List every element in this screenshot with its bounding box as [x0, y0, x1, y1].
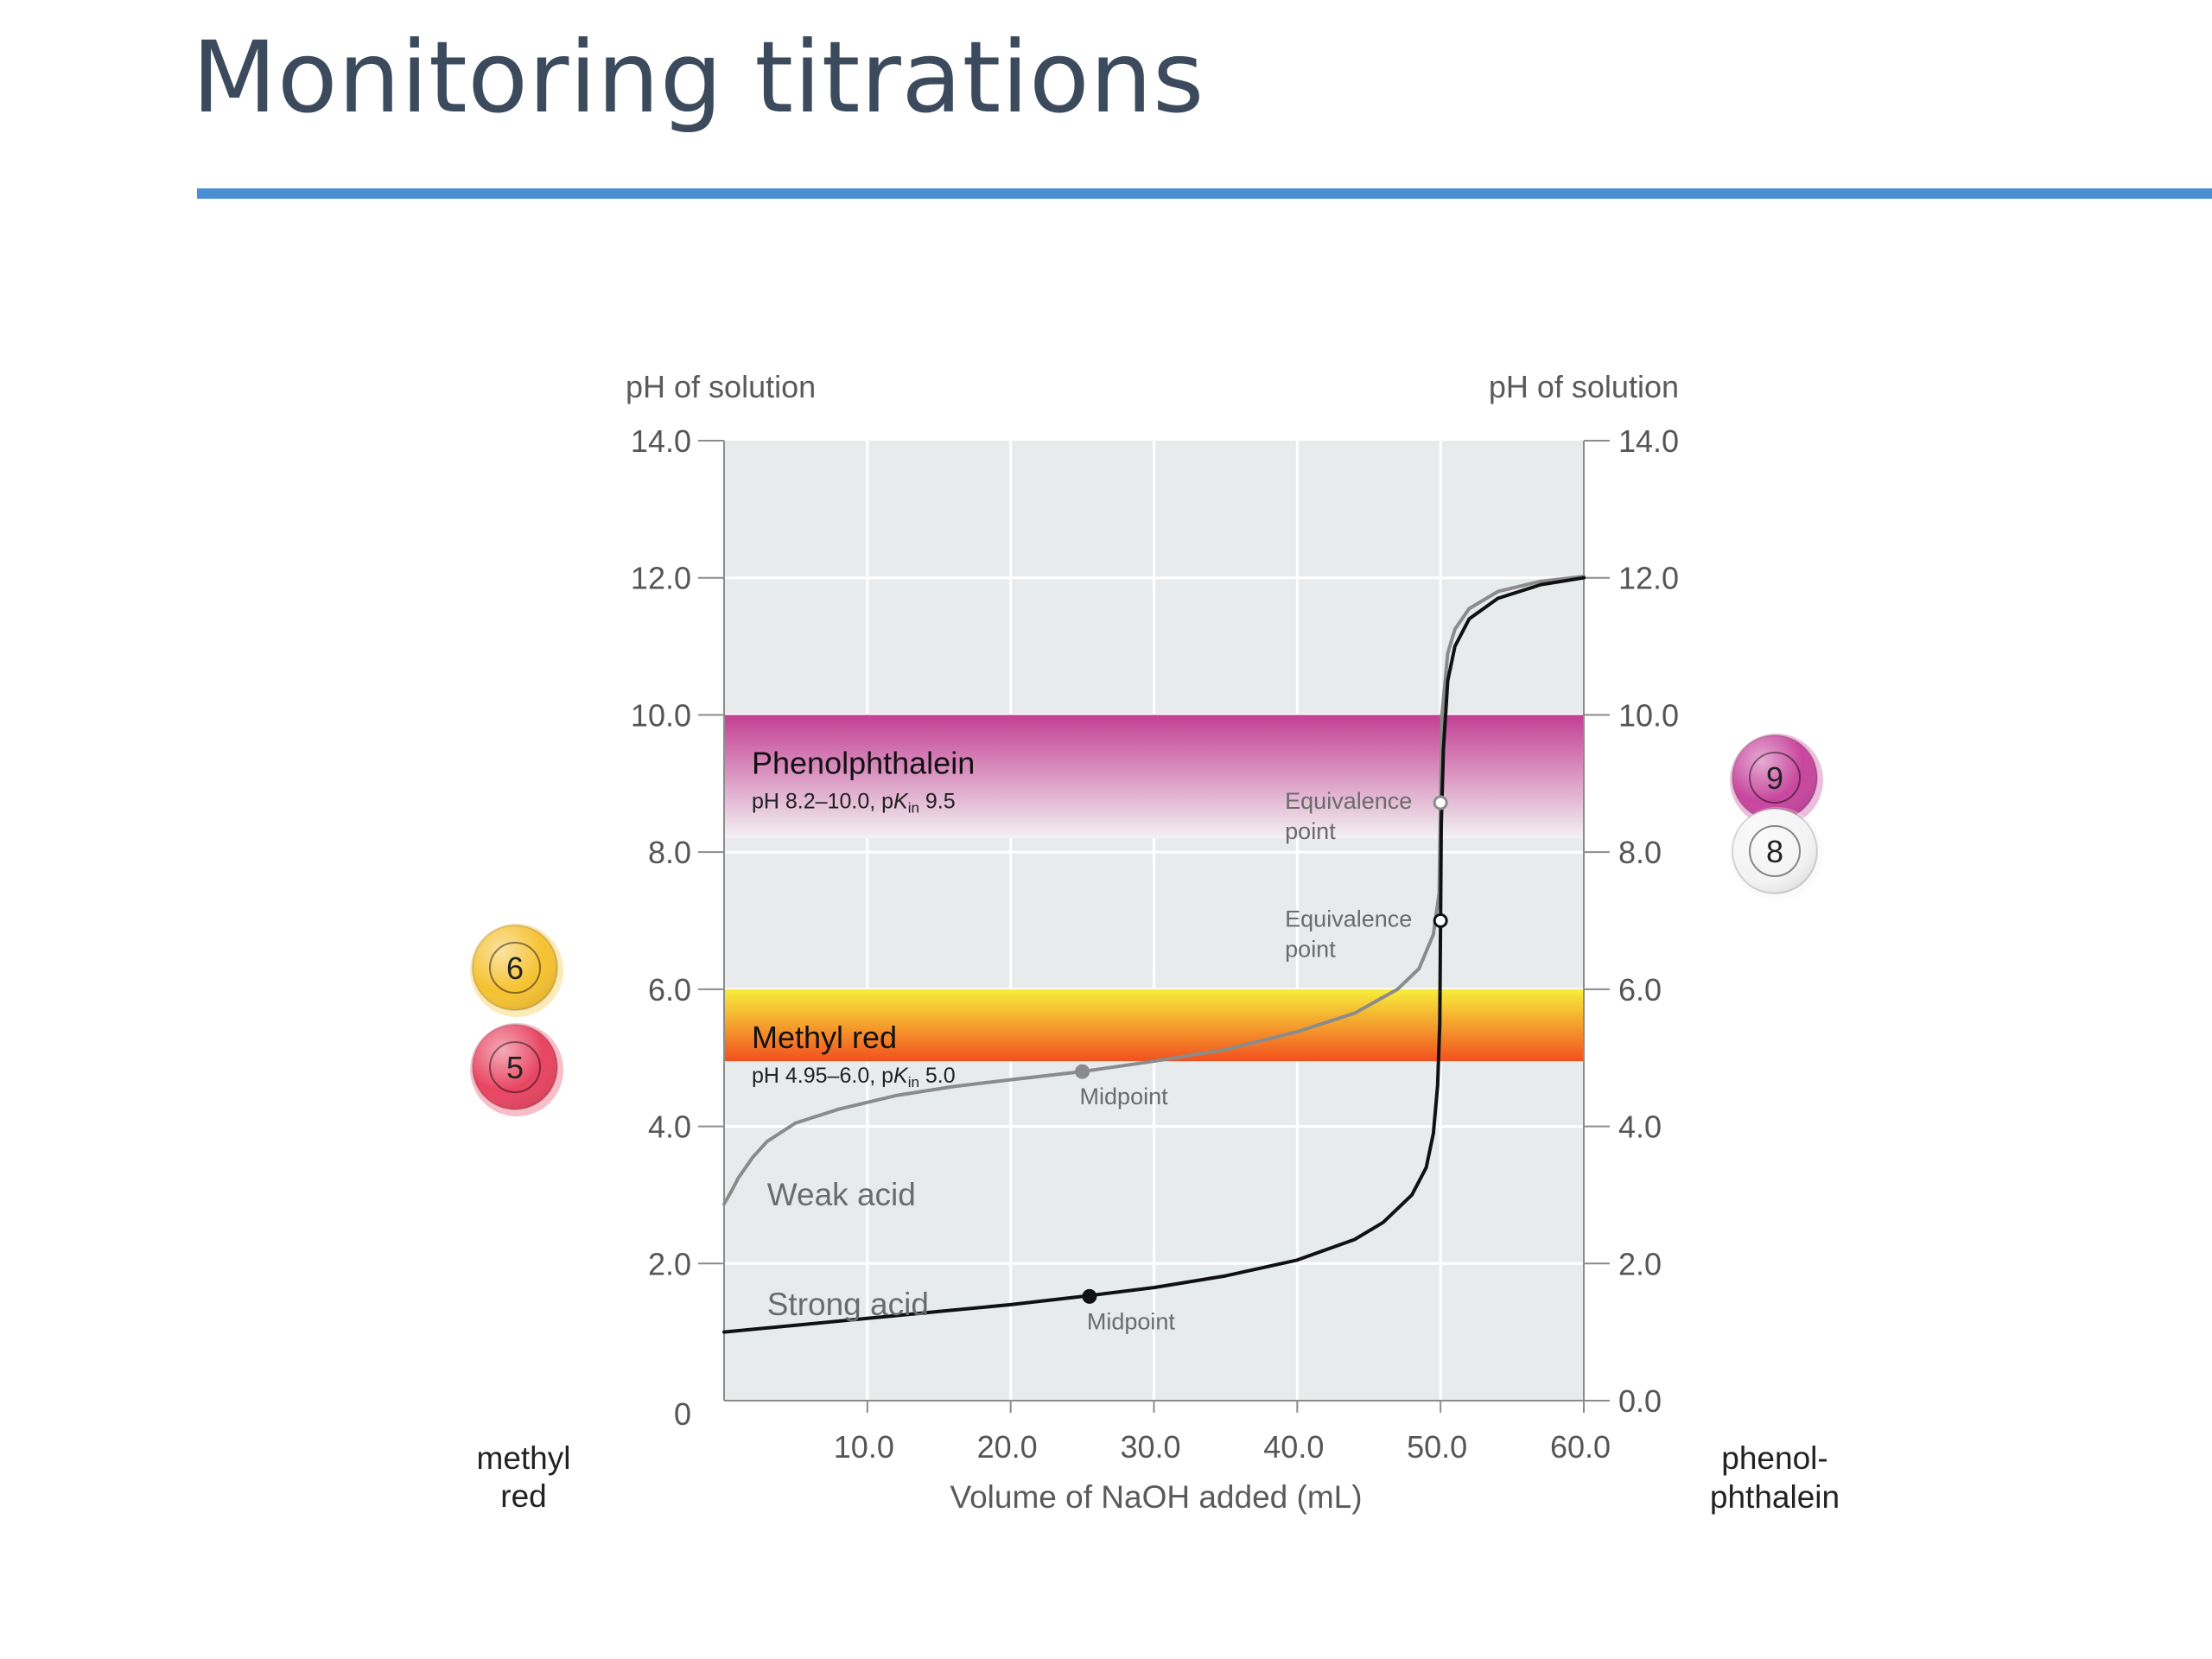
y-tick-label-left-8: 8.0	[648, 835, 691, 870]
phenolphthalein-marker-text-8: 8	[1766, 834, 1783, 869]
curve-labels: Weak acid Strong acid	[767, 1177, 929, 1322]
point-label-2-line-0: Midpoint	[1087, 1308, 1176, 1334]
y-tick-label-left-12: 12.0	[631, 561, 691, 596]
band-range-methyl-red: pH 4.95–6.0, pKin 5.0	[752, 1064, 956, 1090]
y-tick-label-right-14: 14.0	[1618, 423, 1679, 459]
point-label-1-line-0: Equivalence	[1285, 788, 1412, 814]
y-tick-label-left-10: 10.0	[631, 697, 691, 733]
point-label-0-line-0: Midpoint	[1080, 1084, 1169, 1109]
methyl-red-marker-text-5: 5	[506, 1050, 524, 1085]
y-tick-label-right-8: 8.0	[1618, 835, 1662, 870]
y-tick-label-left-2: 2.0	[648, 1246, 691, 1281]
slide-title: Monitoring titrations	[192, 20, 1205, 135]
point-strong-acid-equivalence	[1433, 913, 1448, 928]
band-label-phenolphthalein: Phenolphthalein	[752, 745, 975, 780]
x-tick-label-50: 50.0	[1407, 1429, 1467, 1465]
methyl-red-markers: 65	[470, 924, 563, 1116]
title-rule	[197, 188, 2212, 199]
point-label-3-line-0: Equivalence	[1285, 906, 1412, 932]
y-tick-label-right-2: 2.0	[1618, 1246, 1662, 1281]
methyl-red-label-line1: methyl	[477, 1440, 571, 1476]
y-axis-label-left: pH of solution	[626, 369, 816, 404]
y-tick-label-left-14: 14.0	[631, 423, 691, 459]
x-tick-label-30: 30.0	[1120, 1429, 1180, 1465]
band-label-methyl-red: Methyl red	[752, 1020, 897, 1055]
curve-label-strong-acid: Strong acid	[767, 1287, 929, 1322]
methyl-red-marker-text-6: 6	[506, 950, 524, 986]
phenolphthalein-marker-8: 8	[1730, 807, 1823, 900]
x-tick-label-20: 20.0	[977, 1429, 1038, 1465]
curve-label-weak-acid: Weak acid	[767, 1177, 916, 1212]
point-label-1-line-1: point	[1285, 818, 1336, 844]
series-lines	[722, 575, 1586, 1334]
x-axis-label: Volume of NaOH added (mL)	[950, 1479, 1362, 1515]
x-tick-label-60: 60.0	[1550, 1429, 1611, 1465]
point-labels: Midpoint Equivalence point Midpoint Equivale…	[1080, 788, 1413, 1334]
y-tick-label-left-0: 0	[674, 1396, 691, 1432]
band-range-phenolphthalein: pH 8.2–10.0, pKin 9.5	[752, 789, 956, 816]
phenolphthalein-markers: 98	[1730, 734, 1823, 900]
methyl-red-marker-6: 6	[470, 924, 563, 1017]
series-line-strong-acid	[722, 575, 1586, 1334]
phenolphthalein-marker-text-9: 9	[1766, 760, 1783, 796]
methyl-red-label-line2: red	[500, 1478, 546, 1514]
y-axis-label-right: pH of solution	[1489, 369, 1679, 404]
point-weak-acid-midpoint	[1075, 1064, 1090, 1079]
y-tick-label-right-4: 4.0	[1618, 1109, 1662, 1145]
y-tick-label-right-10: 10.0	[1618, 697, 1679, 733]
phenolphthalein-label-line1: phenol-	[1721, 1440, 1827, 1476]
y-tick-label-right-0: 0.0	[1618, 1383, 1662, 1419]
x-tick-label-40: 40.0	[1263, 1429, 1324, 1465]
point-weak-acid-equivalence	[1433, 795, 1448, 810]
axis-ticks	[698, 440, 1610, 1413]
y-tick-label-right-6: 6.0	[1618, 972, 1662, 1007]
point-label-3-line-1: point	[1285, 937, 1336, 963]
methyl-red-marker-5: 5	[470, 1023, 563, 1116]
phenolphthalein-label-line2: phthalein	[1710, 1479, 1840, 1515]
x-tick-label-10: 10.0	[834, 1429, 894, 1465]
axis-tick-labels: 10.0 20.0 30.0 40.0 50.0 60.0 0 2.0 4.0 6.0 8.0 10.…	[631, 423, 1679, 1465]
point-strong-acid-midpoint	[1082, 1288, 1097, 1304]
y-tick-label-right-12: 12.0	[1618, 561, 1679, 596]
y-tick-label-left-6: 6.0	[648, 972, 691, 1007]
y-tick-label-left-4: 4.0	[648, 1109, 691, 1145]
series-line-weak-acid	[722, 575, 1586, 1206]
series-points	[1075, 795, 1448, 1304]
